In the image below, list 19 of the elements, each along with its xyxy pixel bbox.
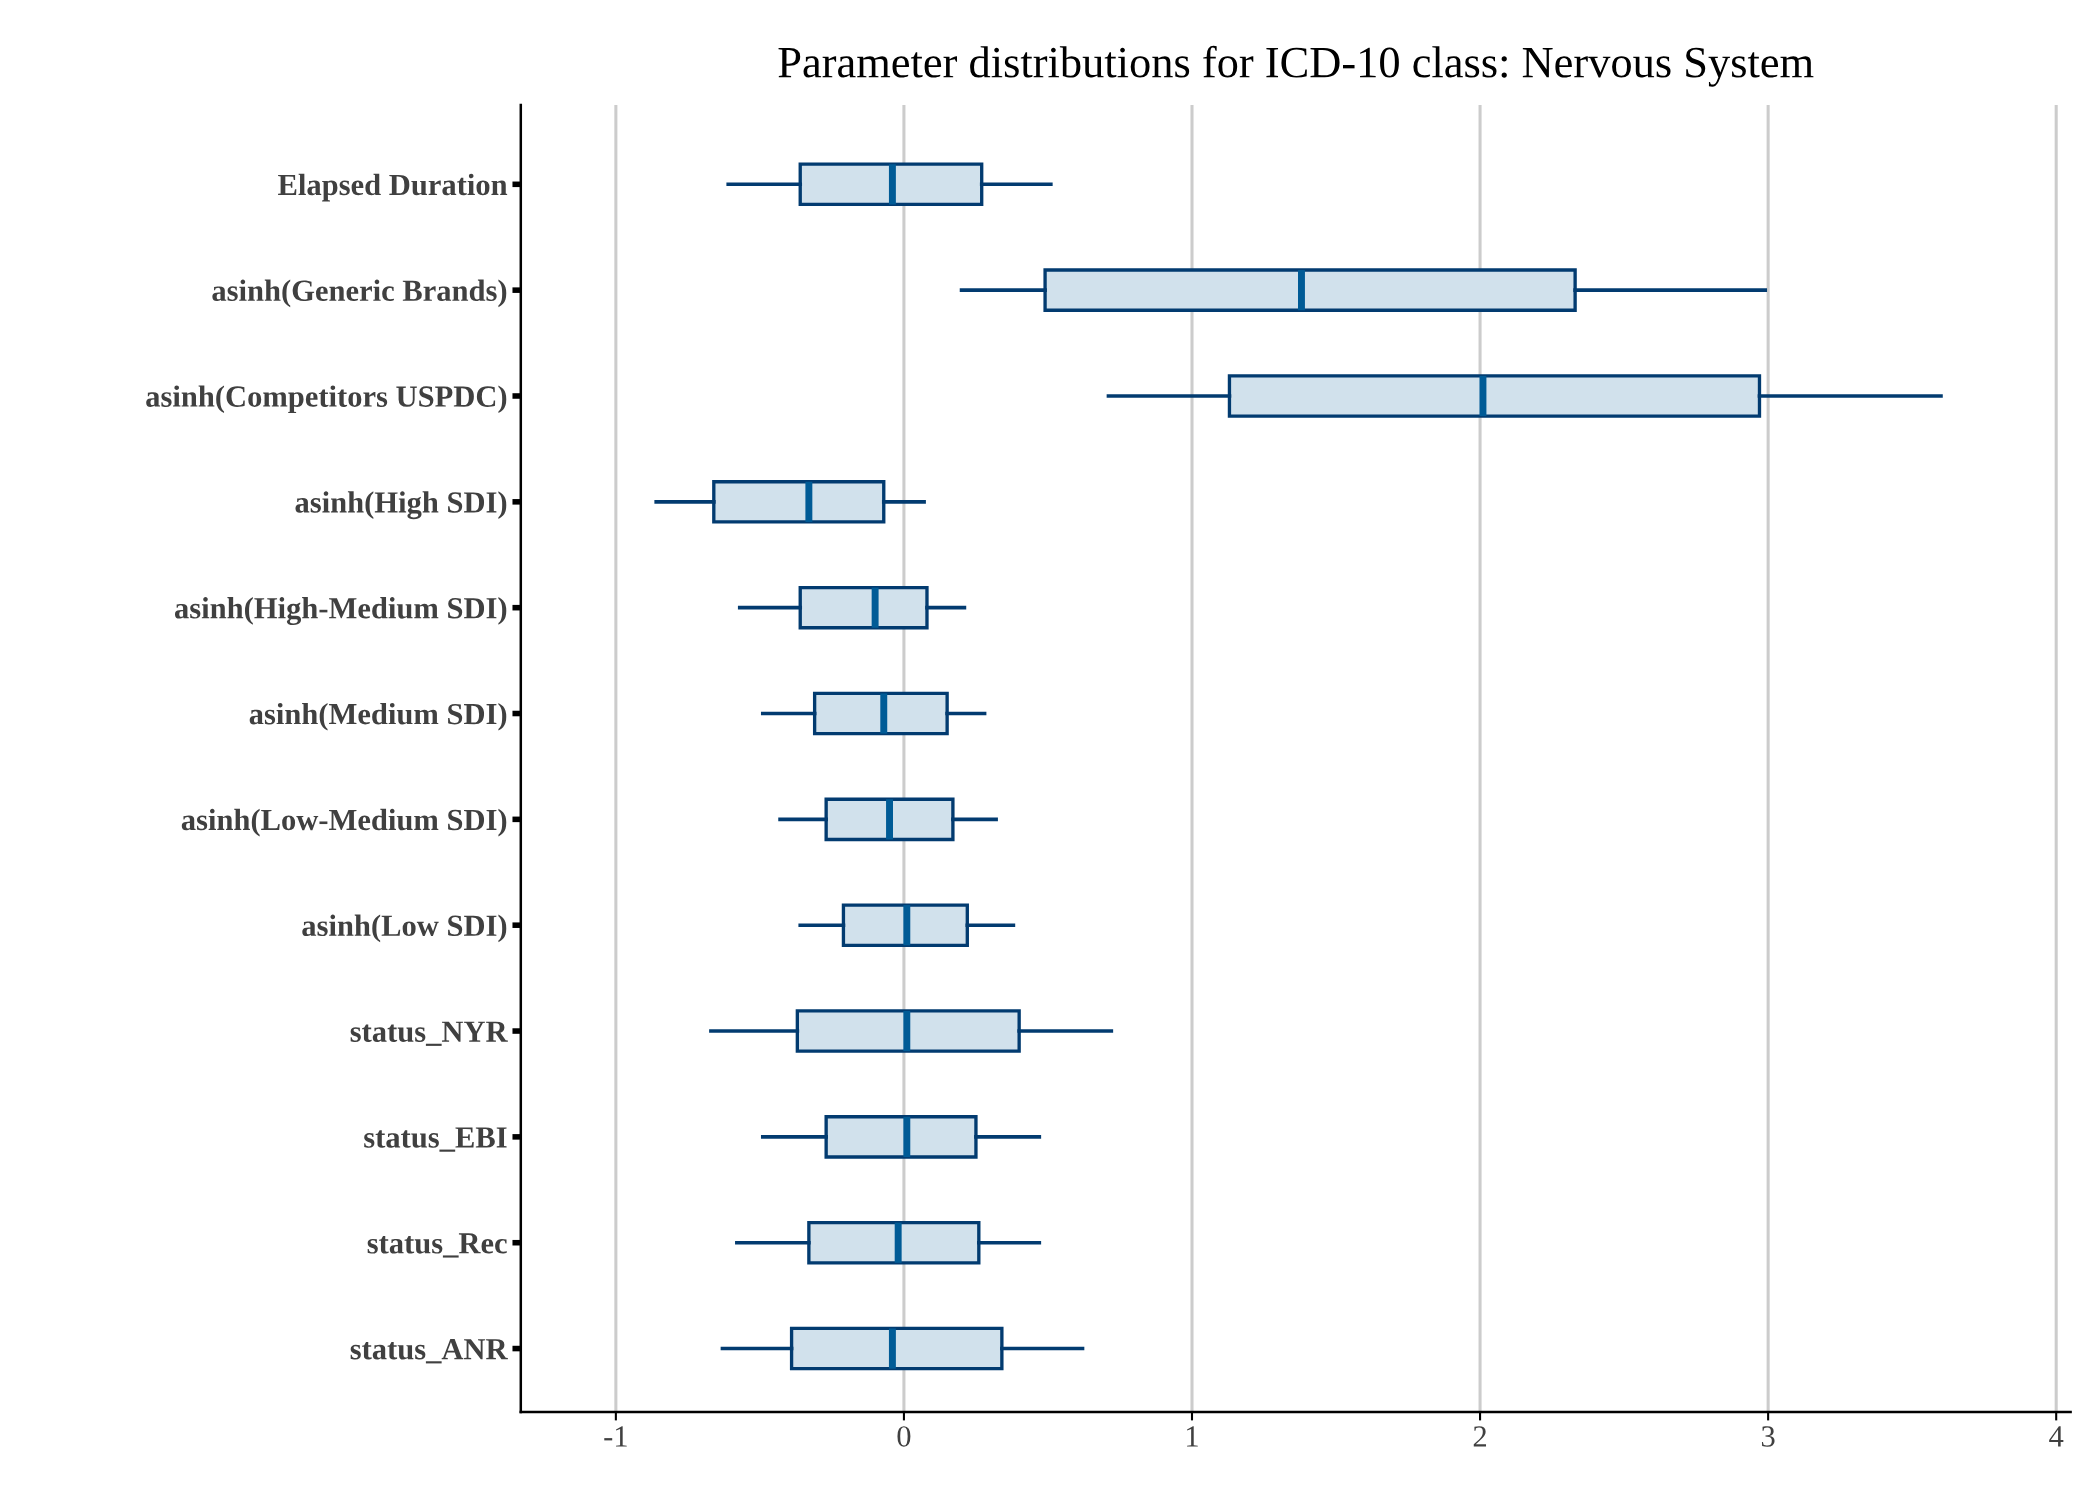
y-tick-label: asinh(Generic Brands) xyxy=(212,279,507,308)
chart-title: Parameter distributions for ICD-10 class: Nervous System xyxy=(778,45,1814,87)
x-tick-label: 0 xyxy=(897,1426,911,1447)
y-tick-label: status_Rec xyxy=(367,1233,507,1258)
y-tick-label: asinh(High SDI) xyxy=(295,491,507,520)
y-tick-label: status_NYR xyxy=(350,1021,508,1046)
y-tick-label: Elapsed Duration xyxy=(278,173,508,202)
x-tick-label: 1 xyxy=(1187,1426,1198,1447)
y-tick-label: asinh(Low SDI) xyxy=(302,914,507,943)
y-tick-label: asinh(High-Medium SDI) xyxy=(174,597,507,626)
x-tick-label: 4 xyxy=(2049,1426,2064,1447)
y-tick-label: asinh(Medium SDI) xyxy=(249,702,507,731)
x-tick-label: 3 xyxy=(1761,1426,1775,1447)
y-tick-label: asinh(Competitors USPDC) xyxy=(146,385,507,414)
x-tick-label: 2 xyxy=(1473,1426,1487,1447)
y-tick-label: status_EBI xyxy=(364,1127,507,1152)
y-tick-label: status_ANR xyxy=(350,1338,508,1364)
x-tick-label: -1 xyxy=(604,1426,627,1447)
y-tick-label: asinh(Low-Medium SDI) xyxy=(181,808,507,837)
